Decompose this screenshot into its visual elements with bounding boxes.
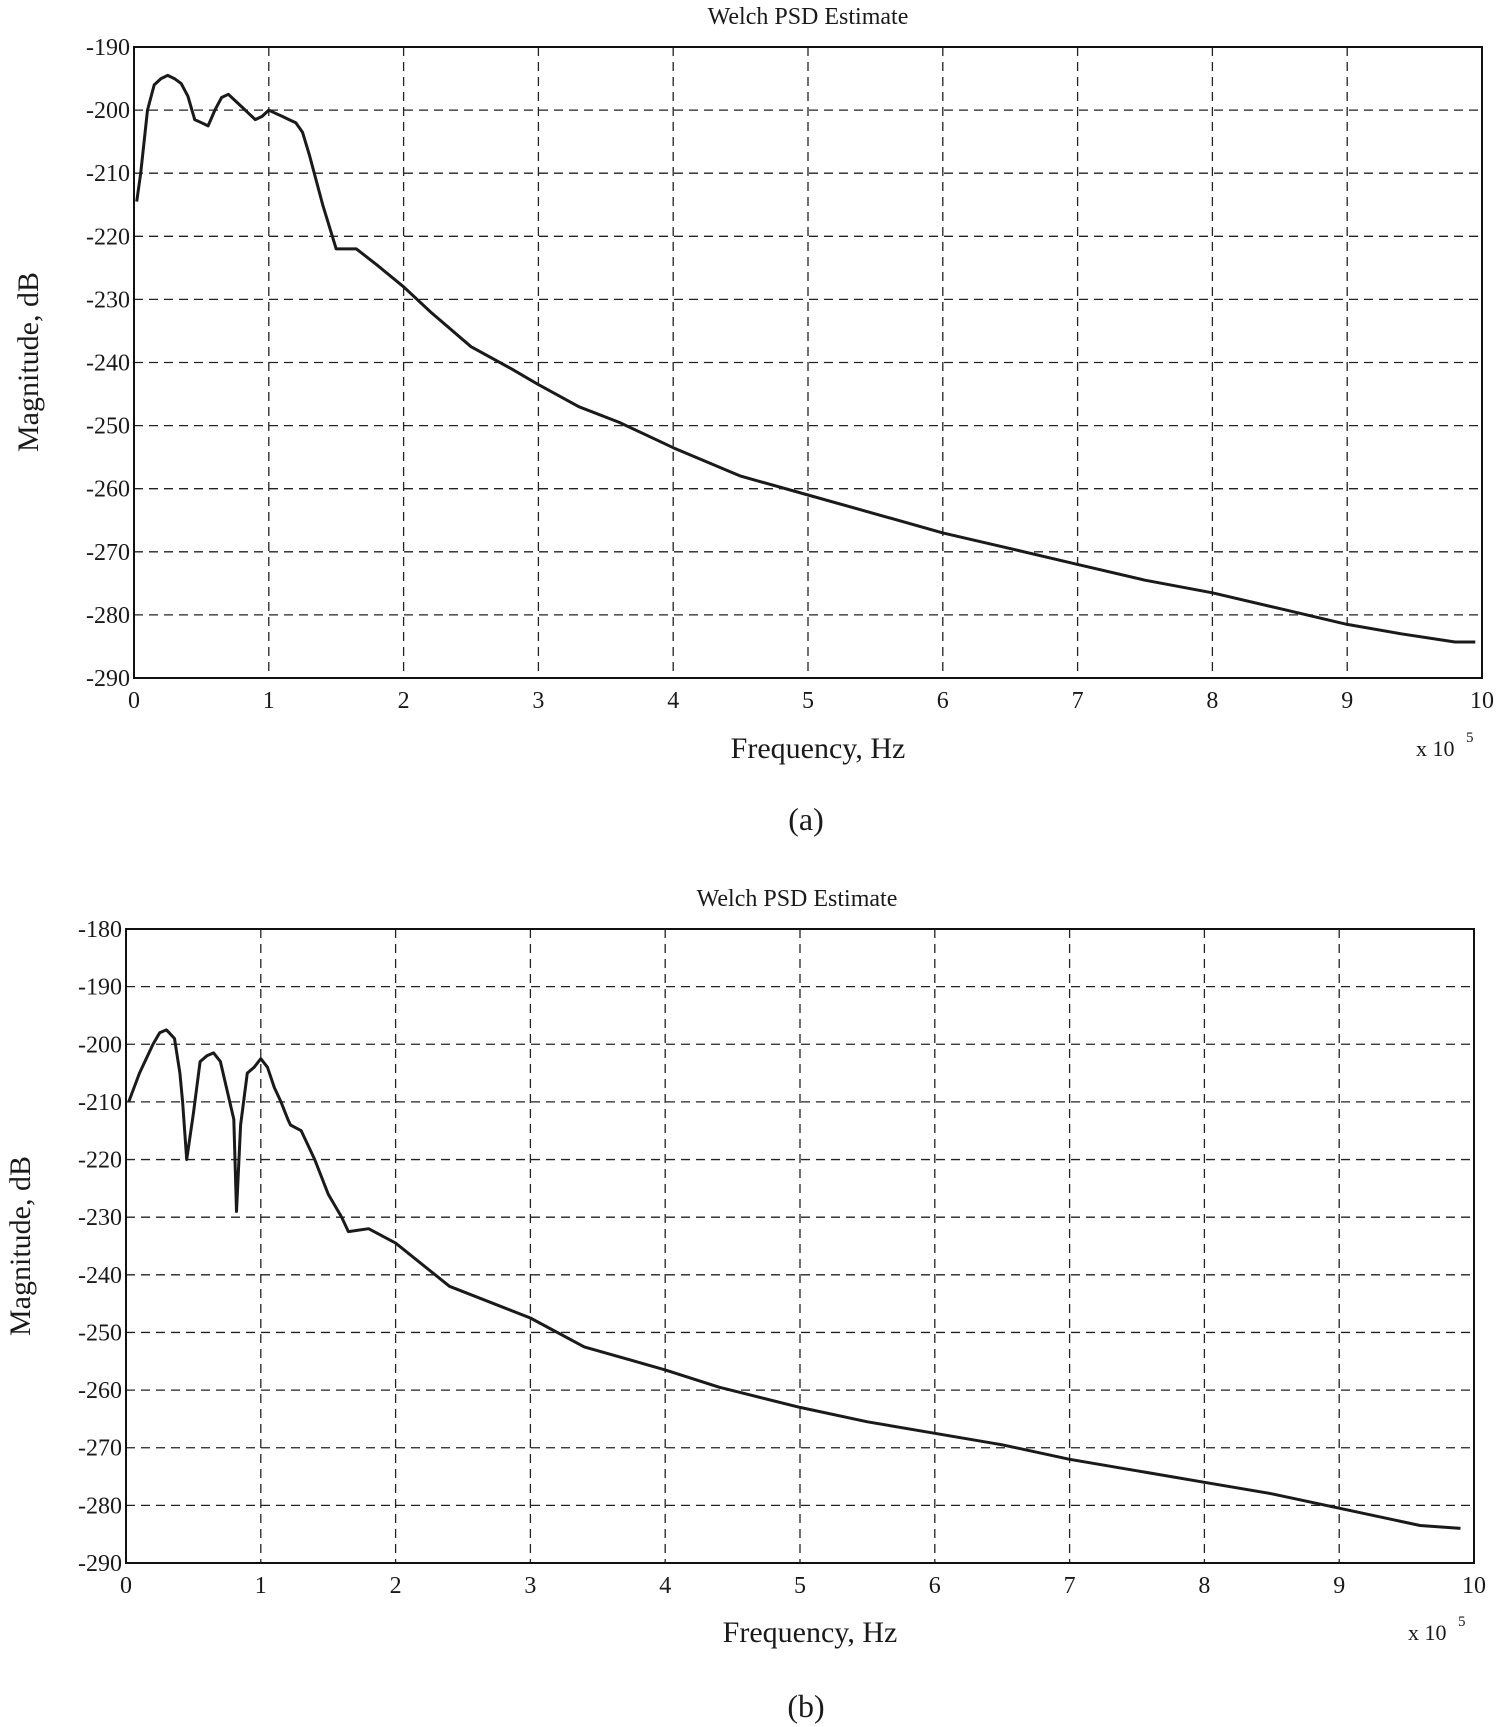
panel-caption: (a) <box>788 801 824 837</box>
x-tick-label: 0 <box>120 1573 132 1599</box>
x-axis-label: Frequency, Hz <box>723 1616 898 1649</box>
y-tick-label: -190 <box>86 35 130 61</box>
chart-panel-b: Welch PSD Estimate 0 1 2 3 4 5 6 7 8 9 10 -180 -190… <box>4 886 1486 1724</box>
x-tick-label: 0 <box>128 688 140 714</box>
x-tick-label: 6 <box>929 1573 941 1599</box>
x-multiplier: x 10 <box>1416 736 1455 761</box>
y-tick-label: -270 <box>86 540 130 566</box>
panel-caption: (b) <box>787 1688 824 1724</box>
x-tick-label: 5 <box>802 688 814 714</box>
y-tick-label: -260 <box>78 1378 122 1404</box>
x-axis-ticks: 0 1 2 3 4 5 6 7 8 9 10 <box>128 688 1494 714</box>
x-multiplier-exponent: 5 <box>1458 1614 1466 1630</box>
x-tick-label: 4 <box>659 1573 671 1599</box>
x-tick-label: 8 <box>1198 1573 1210 1599</box>
y-tick-label: -230 <box>86 287 130 313</box>
plot-frame <box>125 928 1475 1564</box>
x-axis-ticks: 0 1 2 3 4 5 6 7 8 9 10 <box>120 1573 1486 1599</box>
y-tick-label: -210 <box>86 161 130 187</box>
y-axis-label: Magnitude, dB <box>12 272 45 452</box>
y-tick-label: -230 <box>78 1205 122 1231</box>
chart-panel-a: Welch PSD Estimate 0 1 2 3 4 5 6 7 8 9 10 -190 -200… <box>12 4 1494 837</box>
x-tick-label: 2 <box>390 1573 402 1599</box>
y-tick-label: -250 <box>78 1320 122 1346</box>
y-tick-label: -280 <box>78 1493 122 1519</box>
psd-line <box>135 73 1476 644</box>
x-tick-label: 2 <box>398 688 410 714</box>
x-tick-label: 7 <box>1072 688 1084 714</box>
y-tick-label: -180 <box>78 917 122 943</box>
x-tick-label: 3 <box>532 688 544 714</box>
y-tick-label: -190 <box>78 975 122 1001</box>
psd-line <box>127 1028 1461 1530</box>
y-tick-label: -270 <box>78 1436 122 1462</box>
y-tick-label: -250 <box>86 414 130 440</box>
x-tick-label: 3 <box>524 1573 536 1599</box>
x-axis-label: Frequency, Hz <box>731 732 906 765</box>
y-tick-label: -280 <box>86 603 130 629</box>
x-tick-label: 10 <box>1470 688 1494 714</box>
x-multiplier: x 10 <box>1408 1620 1447 1645</box>
y-axis-ticks: -180 -190 -200 -210 -220 -230 -240 -250 -260 -270… <box>78 917 122 1577</box>
x-tick-label: 8 <box>1206 688 1218 714</box>
plot-frame <box>133 46 1483 679</box>
y-tick-label: -220 <box>86 224 130 250</box>
x-tick-label: 1 <box>255 1573 267 1599</box>
y-tick-label: -210 <box>78 1090 122 1116</box>
x-tick-label: 9 <box>1341 688 1353 714</box>
y-tick-label: -290 <box>86 666 130 692</box>
x-tick-label: 1 <box>263 688 275 714</box>
y-tick-label: -200 <box>86 98 130 124</box>
y-tick-label: -220 <box>78 1148 122 1174</box>
y-axis-label: Magnitude, dB <box>4 1156 37 1336</box>
gridlines <box>134 47 1482 678</box>
y-tick-label: -290 <box>78 1551 122 1577</box>
chart-title: Welch PSD Estimate <box>697 886 898 912</box>
y-tick-label: -200 <box>78 1032 122 1058</box>
chart-title: Welch PSD Estimate <box>708 4 909 30</box>
x-tick-label: 5 <box>794 1573 806 1599</box>
x-tick-label: 7 <box>1064 1573 1076 1599</box>
y-tick-label: -260 <box>86 477 130 503</box>
x-multiplier-exponent: 5 <box>1466 730 1474 746</box>
gridlines <box>126 929 1474 1563</box>
y-tick-label: -240 <box>86 351 130 377</box>
x-tick-label: 4 <box>667 688 679 714</box>
x-tick-label: 6 <box>937 688 949 714</box>
y-tick-label: -240 <box>78 1263 122 1289</box>
x-tick-label: 10 <box>1462 1573 1486 1599</box>
y-axis-ticks: -190 -200 -210 -220 -230 -240 -250 -260 -270 -280… <box>86 35 130 692</box>
x-tick-label: 9 <box>1333 1573 1345 1599</box>
